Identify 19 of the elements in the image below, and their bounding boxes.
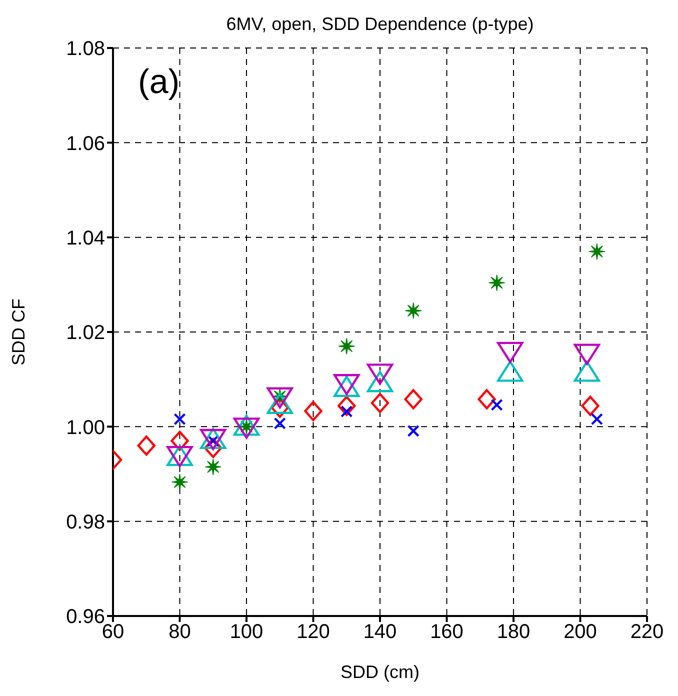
annotation: (a) — [138, 63, 180, 102]
y-tick-label: 1.00 — [66, 416, 105, 439]
x-axis-title: SDD (cm) — [340, 662, 420, 682]
x-tick-label: 120 — [296, 621, 330, 644]
x-tick-label: 180 — [496, 621, 530, 644]
y-tick-label: 1.06 — [66, 132, 105, 155]
y-tick-label: 1.08 — [66, 38, 105, 60]
x-tick-label: 140 — [363, 621, 397, 644]
x-tick-label: 200 — [564, 621, 597, 644]
x-tick-label: 160 — [430, 621, 464, 644]
x-tick-label: 80 — [168, 621, 191, 644]
y-axis-title: SDD CF — [8, 298, 28, 366]
y-tick-label: 1.02 — [66, 322, 105, 344]
x-tick-label: 60 — [102, 621, 124, 644]
x-tick-label: 100 — [230, 621, 264, 644]
chart-title: 6MV, open, SDD Dependence (p-type) — [225, 14, 535, 35]
y-tick-label: 1.04 — [66, 227, 105, 250]
x-tick-label: 220 — [630, 621, 664, 644]
y-tick-label: 0.98 — [66, 511, 105, 534]
